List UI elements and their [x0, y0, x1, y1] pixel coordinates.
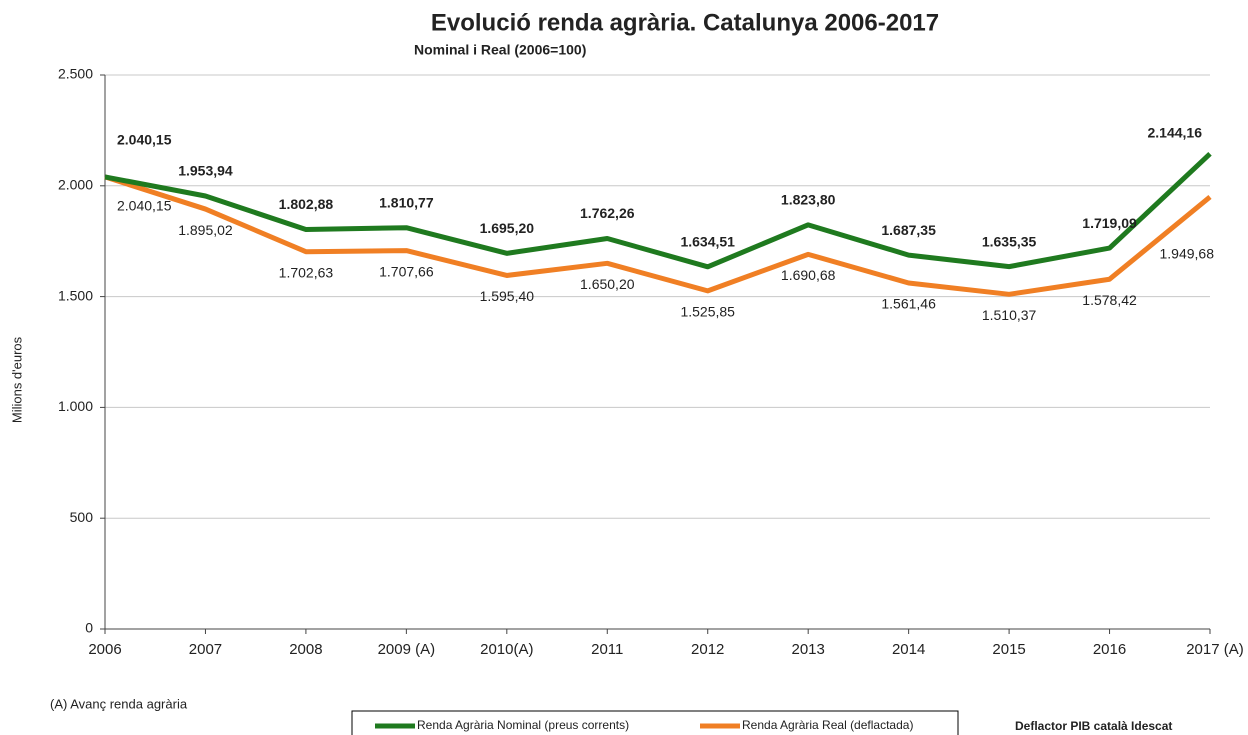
data-label: 1.690,68	[781, 267, 836, 283]
series-line	[104, 152, 1212, 270]
y-tick-label: 0	[85, 620, 93, 636]
x-tick-label: 2007	[189, 641, 222, 658]
data-label: 1.719,09	[1082, 215, 1137, 231]
x-tick-label: 2010(A)	[480, 641, 533, 658]
y-tick-label: 1.500	[58, 287, 93, 303]
data-label: 2.040,15	[117, 132, 172, 148]
data-label: 1.953,94	[178, 163, 233, 179]
data-label: 1.687,35	[881, 222, 936, 238]
series-line	[104, 174, 1212, 297]
y-tick-label: 1.000	[58, 398, 93, 414]
legend-label: Renda Agrària Real (deflactada)	[742, 718, 913, 732]
x-tick-label: 2006	[88, 641, 121, 658]
data-label: 1.595,40	[480, 288, 535, 304]
data-label: 1.810,77	[379, 194, 434, 210]
x-tick-label: 2009 (A)	[378, 641, 436, 658]
x-tick-label: 2014	[892, 641, 925, 658]
x-tick-label: 2016	[1093, 641, 1126, 658]
data-label: 1.895,02	[178, 222, 233, 238]
x-tick-label: 2013	[791, 641, 824, 658]
data-label: 1.823,80	[781, 192, 836, 208]
y-axis-title: Milions d'euros	[9, 336, 24, 423]
data-label: 2.144,16	[1148, 125, 1203, 141]
data-label: 1.702,63	[279, 264, 334, 280]
legend-box	[351, 710, 959, 735]
y-tick-label: 2.500	[58, 66, 93, 82]
data-label: 1.578,42	[1082, 292, 1137, 308]
chart-subtitle: Nominal i Real (2006=100)	[414, 42, 586, 58]
data-label: 1.949,68	[1160, 246, 1215, 262]
data-label: 1.650,20	[580, 276, 635, 292]
x-tick-label: 2011	[591, 641, 623, 658]
footnote: (A) Avanç renda agrària	[50, 696, 188, 711]
source-note: Deflactor PIB català Idescat	[1015, 719, 1172, 733]
x-tick-label: 2012	[691, 641, 724, 658]
legend-label: Renda Agrària Nominal (preus corrents)	[417, 718, 629, 732]
data-label: 1.510,37	[982, 307, 1037, 323]
y-tick-label: 2.000	[58, 177, 93, 193]
data-label: 1.762,26	[580, 205, 635, 221]
y-tick-label: 500	[70, 509, 94, 525]
x-tick-label: 2015	[992, 641, 1025, 658]
x-tick-label: 2017 (A)	[1186, 641, 1244, 658]
data-label: 1.707,66	[379, 263, 434, 279]
data-label: 1.634,51	[680, 233, 735, 249]
data-label: 1.525,85	[680, 304, 735, 320]
data-label: 1.635,35	[982, 233, 1037, 249]
data-label: 1.561,46	[881, 296, 936, 312]
data-label: 1.695,20	[480, 220, 535, 236]
data-label: 2.040,15	[117, 198, 172, 214]
chart-title: Evolució renda agrària. Catalunya 2006-2…	[431, 9, 939, 36]
x-tick-label: 2008	[289, 641, 322, 658]
data-label: 1.802,88	[279, 196, 334, 212]
